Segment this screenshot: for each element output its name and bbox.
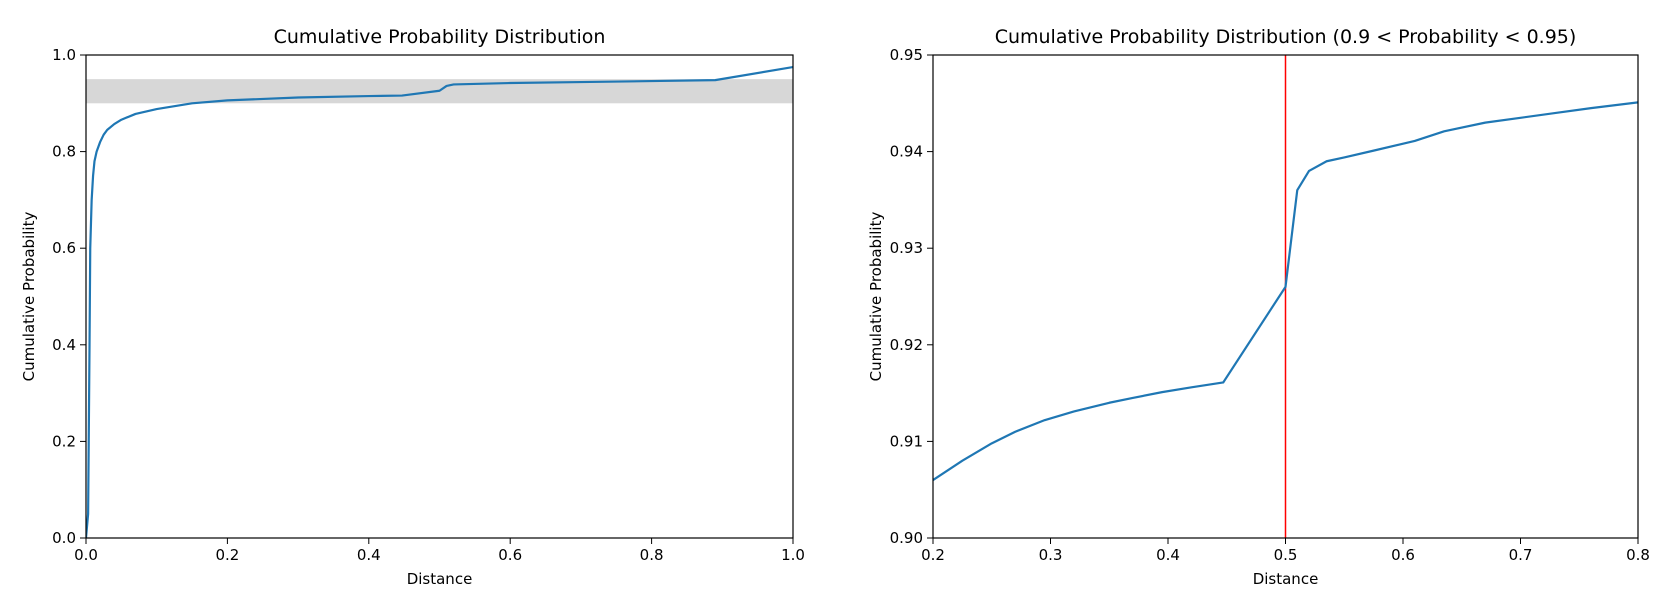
plot-frame: [85, 54, 794, 539]
chart-cumulative-probability-zoomed: 0.2 0.3 0.4 0.5 0.6 0.7 0.8 0.90 0.91 0.92 0.93 0.9…: [867, 26, 1650, 588]
y-tick-label: 0.95: [890, 46, 923, 64]
x-tick-label: 0.0: [74, 546, 98, 564]
y-tick-label: 0.2: [52, 432, 76, 450]
chart-cumulative-probability: 0.0 0.2 0.4 0.6 0.8 1.0 0.0 0.2 0.4 0.6 0.8 1.0 Cumu…: [20, 26, 805, 588]
y-tick-label: 0.6: [52, 239, 76, 257]
x-tick-label: 1.0: [781, 546, 805, 564]
x-tick-label: 0.2: [215, 546, 239, 564]
x-axis-label: Distance: [1253, 570, 1319, 588]
y-tick-label: 0.94: [890, 143, 923, 161]
x-tick-label: 0.4: [357, 546, 381, 564]
series-line-0: [933, 101, 1638, 482]
x-tick-label: 0.4: [1156, 546, 1180, 564]
x-axis-label: Distance: [407, 570, 473, 588]
x-tick-label: 0.6: [498, 546, 522, 564]
x-tick-label: 0.3: [1039, 546, 1063, 564]
x-tick-label: 0.6: [1391, 546, 1415, 564]
y-axis-label: Cumulative Probability: [867, 212, 885, 382]
y-tick-label: 0.93: [890, 239, 923, 257]
y-tick-label: 0.8: [52, 143, 76, 161]
x-tick-label: 0.7: [1509, 546, 1533, 564]
chart-title: Cumulative Probability Distribution (0.9…: [995, 26, 1577, 48]
x-tick-label: 0.8: [1626, 546, 1650, 564]
y-tick-label: 0.4: [52, 336, 76, 354]
x-tick-label: 0.2: [921, 546, 945, 564]
x-tick-label: 0.5: [1274, 546, 1298, 564]
y-tick-label: 0.0: [52, 529, 76, 547]
y-tick-label: 0.92: [890, 336, 923, 354]
y-tick-label: 0.90: [890, 529, 923, 547]
chart-title: Cumulative Probability Distribution: [274, 26, 606, 48]
y-tick-label: 0.91: [890, 432, 923, 450]
y-tick-label: 1.0: [52, 46, 76, 64]
y-axis-label: Cumulative Probability: [20, 212, 38, 382]
series-line-0: [86, 65, 793, 538]
x-tick-label: 0.8: [640, 546, 664, 564]
